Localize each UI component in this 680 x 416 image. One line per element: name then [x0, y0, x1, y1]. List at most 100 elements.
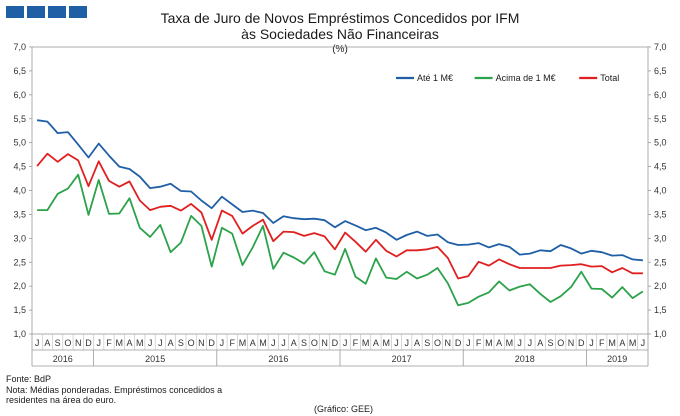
unit-label: (%): [332, 44, 348, 55]
x-tick-label: J: [148, 338, 153, 348]
x-tick-label: J: [220, 338, 225, 348]
y-tick-label-left: 7,0: [13, 42, 26, 52]
x-tick-label: S: [424, 338, 430, 348]
x-tick-label: M: [485, 338, 493, 348]
x-tick-label: F: [476, 338, 482, 348]
y-tick-label-left: 5,0: [13, 138, 26, 148]
x-tick-label: F: [106, 338, 112, 348]
x-tick-label: O: [188, 338, 195, 348]
logo-block: [69, 6, 87, 18]
legend-label: Total: [600, 73, 619, 83]
footnote: Nota: Médias ponderadas. Empréstimos con…: [6, 385, 223, 405]
y-tick-label-left: 6,5: [13, 66, 26, 76]
x-tick-label: N: [198, 338, 205, 348]
x-tick-label: N: [75, 338, 82, 348]
year-label: 2018: [515, 354, 535, 364]
x-tick-label: F: [229, 338, 235, 348]
y-tick-label-left: 4,0: [13, 186, 26, 196]
logo: [6, 6, 87, 18]
x-tick-label: J: [394, 338, 399, 348]
x-tick-label: J: [96, 338, 101, 348]
x-tick-label: F: [353, 338, 359, 348]
y-tick-label-left: 3,0: [13, 233, 26, 243]
x-tick-label: N: [445, 338, 452, 348]
y-tick-label-left: 4,5: [13, 162, 26, 172]
y-tick-label-left: 2,5: [13, 257, 26, 267]
x-tick-label: A: [373, 338, 379, 348]
y-tick-label-right: 4,5: [654, 162, 667, 172]
y-tick-label-right: 2,5: [654, 257, 667, 267]
year-label: 2015: [145, 354, 165, 364]
y-tick-label-right: 4,0: [654, 186, 667, 196]
y-tick-label-right: 1,0: [654, 329, 667, 339]
x-tick-label: A: [44, 338, 50, 348]
x-tick-label: J: [517, 338, 522, 348]
x-tick-label: A: [168, 338, 174, 348]
x-tick-label: A: [414, 338, 420, 348]
x-tick-label: M: [259, 338, 267, 348]
y-tick-label-left: 3,5: [13, 209, 26, 219]
x-tick-label: J: [466, 338, 471, 348]
y-tick-label-right: 5,0: [654, 138, 667, 148]
x-tick-label: O: [434, 338, 441, 348]
x-tick-label: S: [547, 338, 553, 348]
y-tick-label-right: 5,5: [654, 114, 667, 124]
x-tick-label: N: [321, 338, 328, 348]
x-tick-label: F: [599, 338, 605, 348]
x-tick-label: D: [578, 338, 585, 348]
x-tick-label: J: [528, 338, 533, 348]
logo-block: [6, 6, 24, 18]
x-tick-label: M: [116, 338, 124, 348]
x-tick-label: M: [629, 338, 637, 348]
y-tick-label-left: 1,5: [13, 305, 26, 315]
x-tick-label: A: [127, 338, 133, 348]
x-tick-label: D: [332, 338, 339, 348]
x-tick-label: A: [619, 338, 625, 348]
x-tick-label: S: [55, 338, 61, 348]
y-tick-label-right: 6,5: [654, 66, 667, 76]
x-tick-label: J: [589, 338, 594, 348]
plot-frame: [31, 46, 649, 335]
x-tick-label: J: [404, 338, 409, 348]
x-tick-label: M: [506, 338, 514, 348]
chart-title-line1: Taxa de Juro de Novos Empréstimos Conced…: [160, 10, 520, 26]
source-note: Fonte: BdP: [6, 374, 52, 384]
y-tick-label-right: 3,5: [654, 209, 667, 219]
x-tick-label: O: [557, 338, 564, 348]
y-tick-label-right: 6,0: [654, 90, 667, 100]
series-line: [36, 119, 643, 262]
x-tick-label: D: [455, 338, 462, 348]
x-tick-label: O: [64, 338, 71, 348]
x-tick-label: M: [382, 338, 390, 348]
x-tick-label: A: [250, 338, 256, 348]
x-tick-label: A: [496, 338, 502, 348]
chart-title-line2: às Sociedades Não Financeiras: [241, 26, 439, 42]
y-tick-label-right: 3,0: [654, 233, 667, 243]
legend-label: Acima de 1 M€: [496, 73, 556, 83]
year-label: 2019: [607, 354, 627, 364]
x-tick-label: M: [136, 338, 144, 348]
x-tick-label: S: [178, 338, 184, 348]
year-label: 2016: [268, 354, 288, 364]
y-tick-label-right: 1,5: [654, 305, 667, 315]
y-tick-label-left: 5,5: [13, 114, 26, 124]
y-tick-label-right: 7,0: [654, 42, 667, 52]
series-line: [36, 152, 643, 280]
logo-block: [48, 6, 66, 18]
x-tick-label: M: [362, 338, 370, 348]
logo-block: [27, 6, 45, 18]
year-label: 2016: [53, 354, 73, 364]
x-tick-label: N: [568, 338, 575, 348]
chart-credit: (Gráfico: GEE): [314, 404, 374, 414]
x-tick-label: J: [281, 338, 286, 348]
y-tick-label-left: 6,0: [13, 90, 26, 100]
x-tick-label: M: [608, 338, 616, 348]
year-label: 2017: [392, 354, 412, 364]
y-tick-label-left: 1,0: [13, 329, 26, 339]
x-tick-label: J: [158, 338, 163, 348]
x-tick-label: J: [271, 338, 276, 348]
x-tick-label: M: [239, 338, 247, 348]
x-tick-label: S: [301, 338, 307, 348]
x-tick-label: D: [208, 338, 215, 348]
